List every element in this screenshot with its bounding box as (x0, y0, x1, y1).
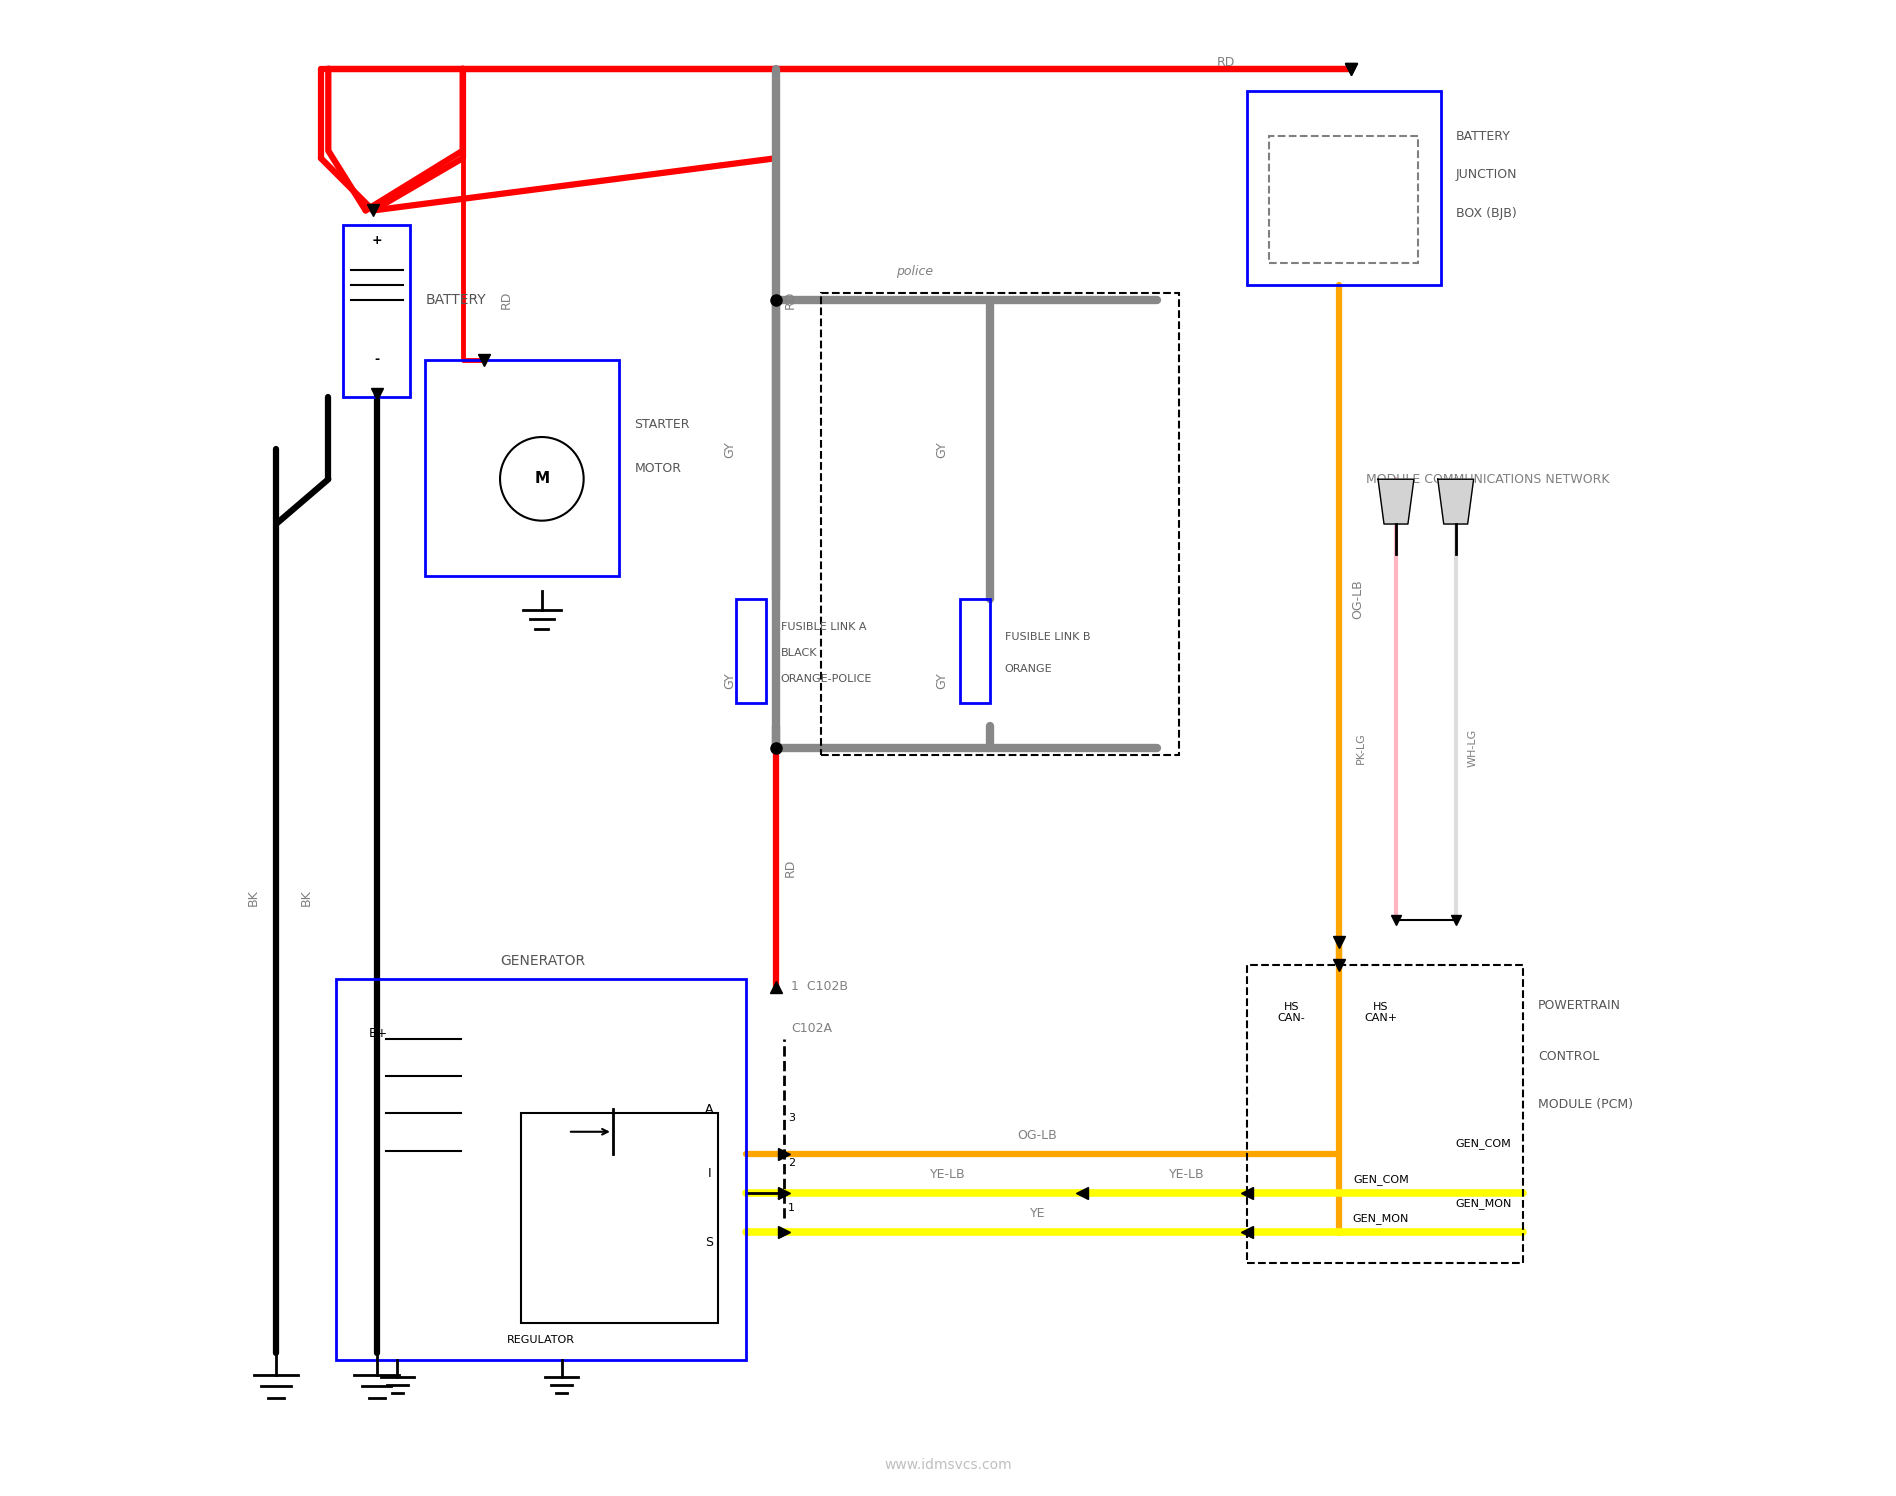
Text: GEN_MON: GEN_MON (1456, 1198, 1513, 1209)
Text: BK: BK (246, 889, 260, 905)
Text: FUSIBLE LINK A: FUSIBLE LINK A (781, 622, 866, 631)
Text: GEN_MON: GEN_MON (1354, 1213, 1409, 1224)
Bar (821, 293, 1179, 755)
Text: GEN_COM: GEN_COM (1354, 1174, 1409, 1185)
Text: YE-LB: YE-LB (931, 1168, 965, 1180)
Text: police: police (895, 265, 933, 278)
Text: GENERATOR: GENERATOR (501, 953, 586, 968)
Text: www.idmsvcs.com: www.idmsvcs.com (884, 1457, 1012, 1472)
Text: RD: RD (501, 290, 514, 310)
Bar (336, 980, 747, 1360)
Text: GY: GY (935, 672, 948, 690)
Text: C102A: C102A (791, 1022, 832, 1035)
Text: -: - (374, 353, 379, 367)
Text: ORANGE: ORANGE (1005, 664, 1052, 673)
Text: ORANGE-POLICE: ORANGE-POLICE (781, 675, 872, 684)
Text: HS
CAN-: HS CAN- (1278, 1002, 1304, 1023)
Text: REGULATOR: REGULATOR (506, 1336, 574, 1345)
Text: BATTERY: BATTERY (1456, 130, 1511, 142)
Text: CONTROL: CONTROL (1538, 1050, 1598, 1064)
Text: MODULE (PCM): MODULE (PCM) (1538, 1098, 1632, 1112)
Bar (1248, 965, 1522, 1263)
Text: 1: 1 (789, 1203, 794, 1213)
Text: A: A (705, 1103, 713, 1116)
Text: GY: GY (722, 672, 736, 690)
Bar (959, 598, 990, 703)
Bar (521, 1113, 719, 1322)
Text: GEN_COM: GEN_COM (1456, 1138, 1511, 1149)
Text: POWERTRAIN: POWERTRAIN (1538, 999, 1621, 1013)
Text: 1  C102B: 1 C102B (791, 980, 848, 993)
Text: BK: BK (300, 889, 313, 905)
Text: BATTERY: BATTERY (425, 293, 485, 307)
Text: HS
CAN+: HS CAN+ (1365, 1002, 1397, 1023)
Text: FUSIBLE LINK B: FUSIBLE LINK B (1005, 633, 1090, 642)
Text: 3: 3 (789, 1113, 794, 1123)
Text: OG-LB: OG-LB (1352, 579, 1363, 618)
Text: MODULE COMMUNICATIONS NETWORK: MODULE COMMUNICATIONS NETWORK (1367, 473, 1610, 486)
Text: B+: B+ (368, 1026, 389, 1040)
Text: WH-LG: WH-LG (1468, 729, 1477, 767)
Bar (736, 598, 766, 703)
Text: M: M (535, 471, 550, 486)
Text: PK-LG: PK-LG (1356, 732, 1367, 764)
Text: I: I (707, 1167, 711, 1180)
Polygon shape (1378, 479, 1414, 524)
Text: JUNCTION: JUNCTION (1456, 169, 1517, 181)
Text: RD: RD (783, 859, 796, 877)
Text: YE-LB: YE-LB (1170, 1168, 1204, 1180)
Text: BLACK: BLACK (781, 648, 817, 658)
Text: OG-LB: OG-LB (1018, 1129, 1058, 1143)
Bar (425, 359, 620, 576)
Text: RD: RD (783, 290, 796, 310)
Text: YE: YE (1030, 1207, 1045, 1219)
Text: GY: GY (935, 441, 948, 458)
Text: RD: RD (1217, 55, 1234, 69)
Bar (343, 226, 410, 396)
Bar (1248, 91, 1441, 286)
Text: 2: 2 (789, 1158, 794, 1168)
Text: MOTOR: MOTOR (635, 462, 681, 474)
Text: GY: GY (722, 441, 736, 458)
Polygon shape (1437, 479, 1473, 524)
Text: S: S (705, 1236, 713, 1249)
Bar (1268, 136, 1418, 263)
Text: BOX (BJB): BOX (BJB) (1456, 206, 1517, 220)
Text: +: + (372, 233, 383, 247)
Text: STARTER: STARTER (635, 419, 690, 431)
